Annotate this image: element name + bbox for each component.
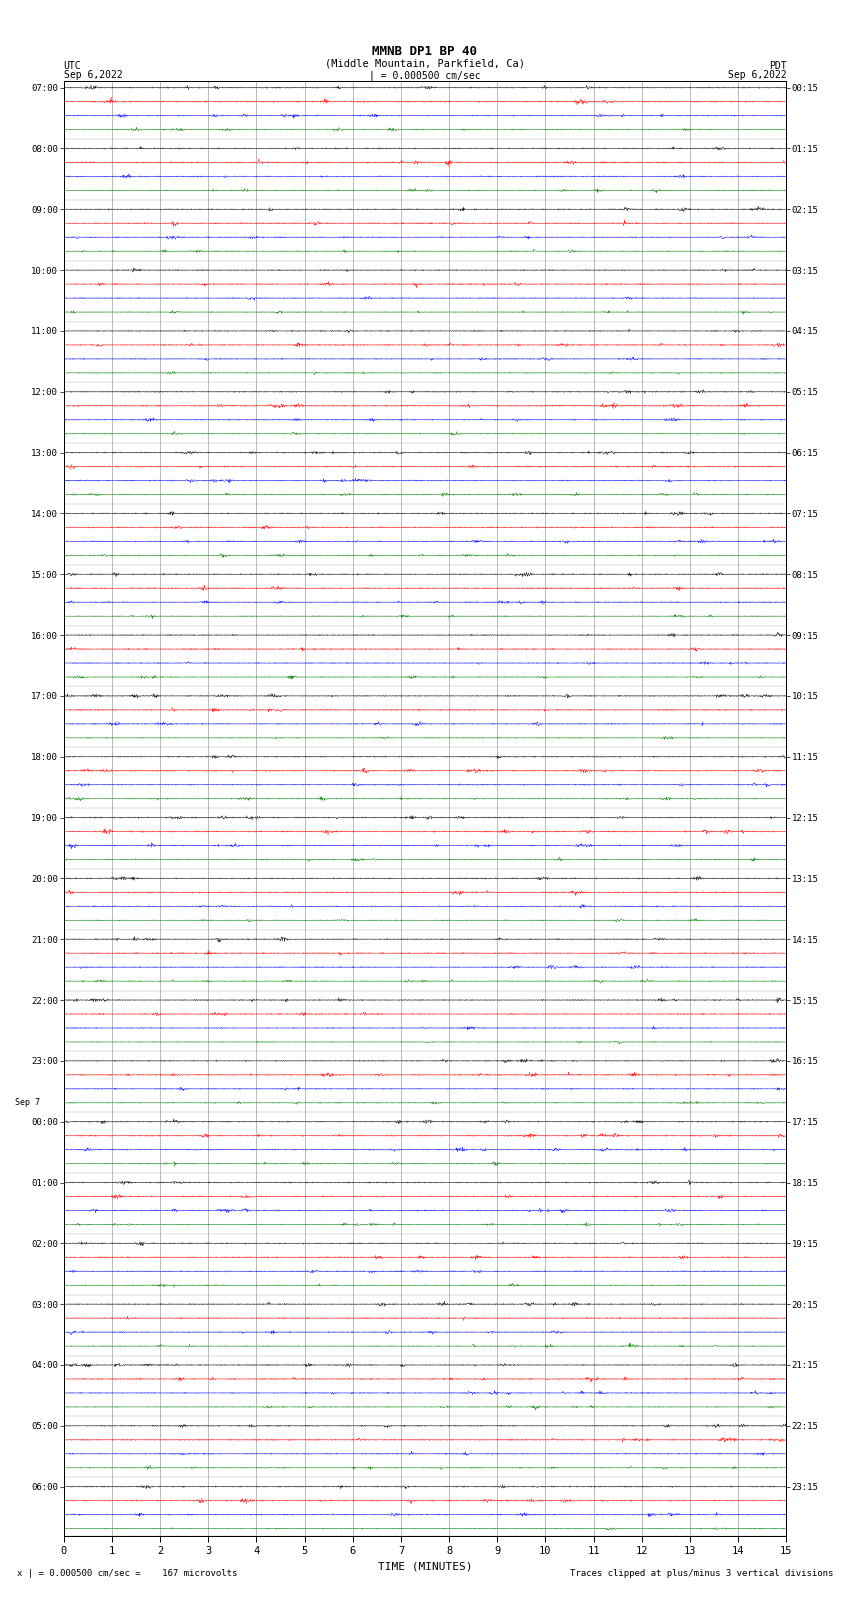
Text: (Middle Mountain, Parkfield, Ca): (Middle Mountain, Parkfield, Ca) [325, 58, 525, 68]
Text: | = 0.000500 cm/sec: | = 0.000500 cm/sec [369, 71, 481, 81]
Text: MMNB DP1 BP 40: MMNB DP1 BP 40 [372, 45, 478, 58]
Text: Traces clipped at plus/minus 3 vertical divisions: Traces clipped at plus/minus 3 vertical … [570, 1568, 833, 1578]
Text: x | = 0.000500 cm/sec =    167 microvolts: x | = 0.000500 cm/sec = 167 microvolts [17, 1568, 237, 1578]
Text: Sep 6,2022: Sep 6,2022 [728, 71, 786, 81]
Text: Sep 7: Sep 7 [14, 1098, 40, 1107]
Text: PDT: PDT [768, 61, 786, 71]
Text: UTC: UTC [64, 61, 82, 71]
Text: Sep 6,2022: Sep 6,2022 [64, 71, 122, 81]
X-axis label: TIME (MINUTES): TIME (MINUTES) [377, 1561, 473, 1571]
